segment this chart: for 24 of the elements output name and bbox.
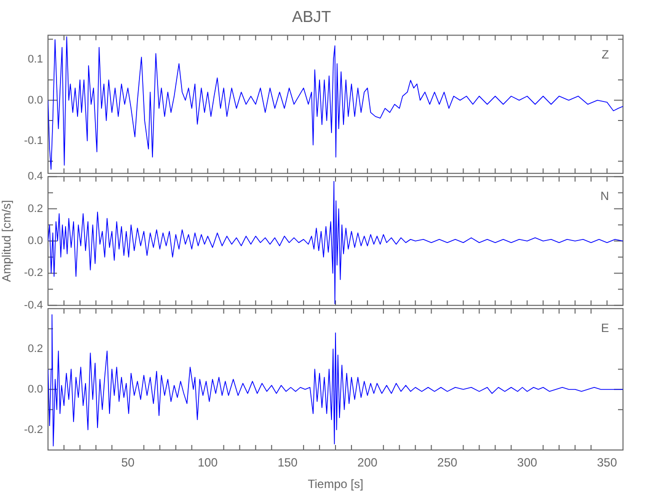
y-tick-label: 0.4 <box>28 170 43 183</box>
x-tick-label: 350 <box>597 456 618 470</box>
x-tick-label: 100 <box>198 456 218 470</box>
y-tick-label: 0.0 <box>28 235 43 248</box>
annotation: Z <box>602 48 609 62</box>
x-tick-label: 150 <box>278 456 298 470</box>
x-tick-label: 50 <box>121 456 135 470</box>
y-tick-label: -0.2 <box>24 424 43 436</box>
y-tick-label: 0.2 <box>28 343 43 356</box>
y-tick-label: -0.4 <box>24 299 43 312</box>
y-axis-title: Amplitud [cm/s] <box>0 200 14 282</box>
y-tick-label: -0.2 <box>24 267 43 280</box>
annotation: N <box>600 188 609 203</box>
y-tick-label: 0.2 <box>28 202 43 215</box>
y-tick-label: 0.0 <box>28 94 43 106</box>
y-tick-label: -0.1 <box>24 134 43 147</box>
y-tick-label: 0.0 <box>28 383 43 396</box>
x-axis-title: Tiempo [s] <box>308 477 364 492</box>
y-tick-label: 0.1 <box>28 54 43 66</box>
x-tick-label: 250 <box>437 456 458 470</box>
x-tick-label: 200 <box>357 456 378 470</box>
annotation: E <box>600 320 609 335</box>
x-tick-label: 300 <box>517 456 538 470</box>
chart-title: ABJT <box>292 9 332 26</box>
